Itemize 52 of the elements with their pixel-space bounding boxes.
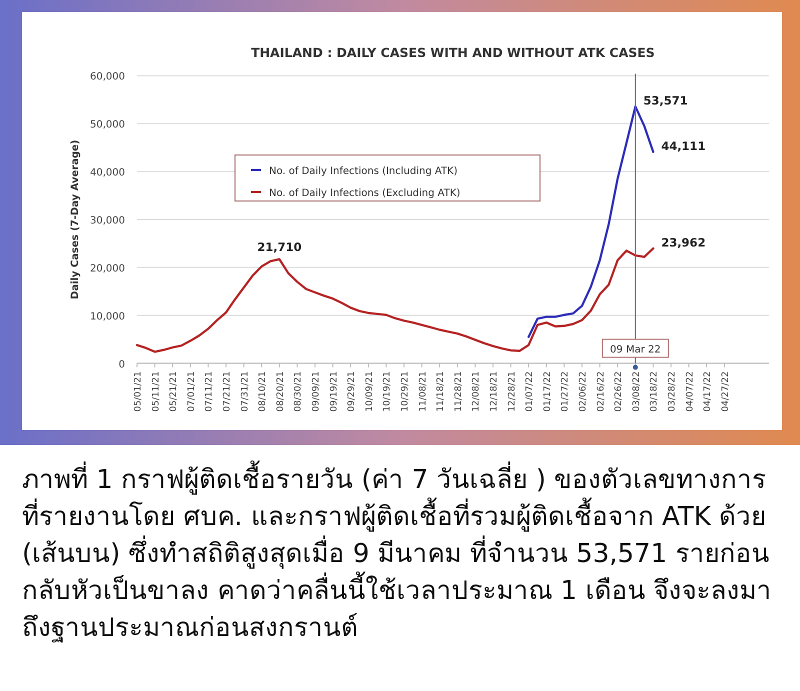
x-tick-label: 10/29/21 (400, 371, 410, 412)
y-tick-label: 60,000 (90, 72, 125, 83)
y-tick-label: 30,000 (90, 216, 125, 226)
y-axis-title: Daily Cases (7-Day Average) (70, 140, 81, 300)
line-series (528, 105, 654, 338)
x-tick-label: 02/06/22 (578, 371, 588, 412)
x-tick-label: 03/08/22 (632, 371, 642, 412)
y-tick-label: 20,000 (90, 263, 125, 274)
ref-line-label: 09 Mar 22 (610, 344, 661, 356)
x-tick-label: 04/17/22 (703, 371, 714, 412)
x-tick-label: 01/17/22 (542, 371, 553, 412)
chart-title: THAILAND : DAILY CASES WITH AND WITHOUT ATK CASES (251, 45, 655, 60)
y-tick-label: 0 (118, 359, 125, 370)
x-tick-label: 10/19/21 (382, 371, 393, 412)
x-tick-label: 11/28/21 (454, 371, 464, 412)
x-tick-label: 05/01/21 (134, 371, 144, 412)
x-tick-label: 08/10/21 (258, 371, 268, 412)
x-tick-label: 09/19/21 (329, 371, 340, 412)
x-tick-label: 02/26/22 (614, 371, 624, 412)
x-tick-label: 08/30/21 (294, 371, 304, 412)
x-tick-label: 10/09/21 (364, 371, 375, 412)
x-tick-label: 11/08/21 (418, 371, 428, 412)
x-tick-label: 12/18/21 (490, 371, 500, 412)
x-tick-label: 07/11/21 (204, 371, 215, 412)
x-tick-label: 07/21/21 (222, 371, 232, 412)
x-tick-label: 07/31/21 (240, 371, 250, 412)
legend-label: No. of Daily Infections (Excluding ATK) (269, 188, 460, 199)
x-tick-label: 01/27/22 (560, 371, 571, 412)
x-tick-label: 03/28/22 (668, 371, 678, 412)
y-tick-label: 10,000 (90, 311, 125, 322)
annotation: 44,111 (661, 138, 706, 153)
annotation: 23,962 (661, 235, 706, 250)
x-tick-label: 02/16/22 (596, 371, 606, 412)
x-tick-label: 01/07/22 (525, 371, 536, 412)
x-tick-label: 03/18/22 (650, 371, 660, 412)
x-tick-label: 12/08/21 (472, 371, 482, 412)
x-tick-label: 04/07/22 (685, 371, 696, 412)
x-tick-label: 08/20/21 (276, 371, 286, 412)
x-tick-label: 04/27/22 (720, 371, 731, 412)
text: ภาพที่ 1 กราฟผู้ติดเชื้อรายวัน (ค่า 7 วันเฉลี่ย ) ของตัวเลขทางการที่รายงานโดย ศบค. และกราฟผู้ติดเชื้อที่รวมผู้ติดเชื้อจาก ATK ด้วย (เส้นบน) ซึ่งทำสถิติสูงสุดเมื่อ 9 มีนาคม ที่จำนวน 53,571 รายก่อนกลับหัวเป็นขาลง คาดว่าคลื่นนี้ใช้เวลาประมาณ 1 เดือน จึงจะลงมาถึงฐานประมาณก่อนสงกรานต์ (22, 462, 773, 645)
x-tick-label: 11/18/21 (436, 371, 446, 412)
legend-label: No. of Daily Infections (Including ATK) (269, 166, 458, 177)
x-tick-label: 05/21/21 (169, 371, 180, 412)
annotation: 21,710 (257, 240, 302, 254)
x-tick-label: 07/01/21 (186, 371, 197, 412)
annotation: 53,571 (643, 94, 688, 108)
y-tick-label: 50,000 (90, 120, 125, 131)
y-tick-label: 40,000 (90, 168, 125, 179)
x-tick-label: 09/09/21 (312, 371, 322, 412)
x-tick-label: 12/28/21 (507, 371, 518, 412)
x-tick-label: 05/11/21 (151, 371, 162, 412)
x-tick-label: 09/29/21 (347, 371, 358, 412)
